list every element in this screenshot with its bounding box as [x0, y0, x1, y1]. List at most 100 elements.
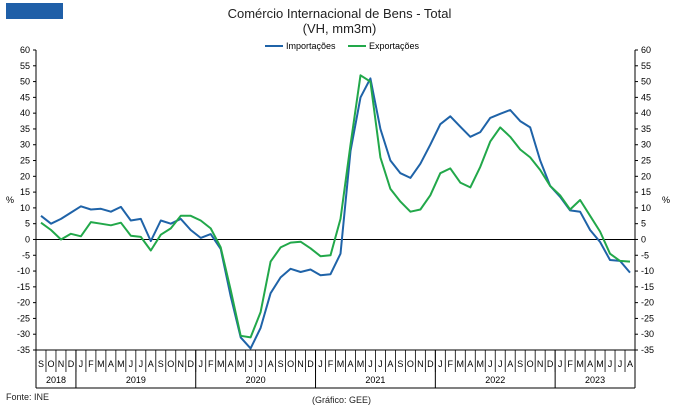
month-label: J [318, 359, 323, 369]
month-label: D [427, 359, 434, 369]
month-label: A [627, 359, 633, 369]
month-label: F [88, 359, 94, 369]
legend-label: Exportações [369, 41, 420, 51]
month-label: J [248, 359, 253, 369]
y-axis-label-right: % [662, 195, 670, 205]
logo-block-1 [6, 3, 25, 19]
y-tick-label-right: 40 [641, 108, 651, 118]
month-label: M [477, 359, 485, 369]
y-tick-label-left: 5 [25, 219, 30, 229]
month-label: S [278, 359, 284, 369]
series-line-importacoes [40, 77, 631, 350]
y-tick-label-right: -30 [641, 329, 654, 339]
y-tick-label-left: 60 [20, 45, 30, 55]
y-tick-label-right: 10 [641, 203, 651, 213]
y-tick-label-left: 55 [20, 61, 30, 71]
year-label: 2021 [365, 375, 385, 385]
y-tick-label-right: 45 [641, 92, 651, 102]
month-label: D [68, 359, 75, 369]
y-tick-label-right: 55 [641, 61, 651, 71]
month-label: M [596, 359, 604, 369]
series-line-exportacoes [40, 74, 631, 339]
y-tick-label-left: -10 [17, 266, 30, 276]
y-tick-label-left: -25 [17, 313, 30, 323]
month-label: F [448, 359, 454, 369]
month-label: S [397, 359, 403, 369]
y-tick-label-left: 35 [20, 124, 30, 134]
month-label: N [178, 359, 185, 369]
y-tick-label-left: -15 [17, 282, 30, 292]
month-label: A [467, 359, 473, 369]
month-label: F [567, 359, 573, 369]
month-label: S [38, 359, 44, 369]
year-label: 2018 [46, 375, 66, 385]
month-label: N [58, 359, 65, 369]
y-tick-label-left: 10 [20, 203, 30, 213]
y-axis-label-left: % [6, 195, 14, 205]
month-label: N [417, 359, 424, 369]
y-tick-label-right: 25 [641, 156, 651, 166]
month-label: A [148, 359, 154, 369]
year-label: 2022 [485, 375, 505, 385]
month-label: M [337, 359, 345, 369]
month-label: N [297, 359, 304, 369]
month-label: O [287, 359, 294, 369]
y-tick-label-right: 50 [641, 77, 651, 87]
y-tick-label-left: -30 [17, 329, 30, 339]
month-label: D [547, 359, 554, 369]
source-note: Fonte: INE [6, 392, 50, 402]
y-tick-label-left: 30 [20, 140, 30, 150]
month-label: A [268, 359, 274, 369]
month-label: J [258, 359, 263, 369]
credit-note: (Gráfico: GEE) [312, 395, 372, 405]
month-label: M [237, 359, 245, 369]
month-label: J [618, 359, 623, 369]
month-label: S [517, 359, 523, 369]
y-tick-label-right: 5 [641, 219, 646, 229]
month-label: M [357, 359, 365, 369]
year-label: 2023 [585, 375, 605, 385]
y-tick-label-right: -20 [641, 298, 654, 308]
y-tick-label-right: -15 [641, 282, 654, 292]
month-label: S [158, 359, 164, 369]
month-label: A [587, 359, 593, 369]
month-label: J [368, 359, 373, 369]
y-tick-label-right: 0 [641, 234, 646, 244]
month-label: D [307, 359, 314, 369]
chart-subtitle: (VH, mm3m) [302, 21, 377, 36]
month-label: M [457, 359, 465, 369]
month-label: A [347, 359, 353, 369]
month-label: O [167, 359, 174, 369]
month-label: M [97, 359, 105, 369]
logo-block-3 [44, 3, 63, 19]
y-tick-label-right: -35 [641, 345, 654, 355]
y-tick-label-right: -25 [641, 313, 654, 323]
month-label: A [108, 359, 114, 369]
month-label: J [558, 359, 563, 369]
y-tick-label-right: -5 [641, 250, 649, 260]
y-tick-label-right: 15 [641, 187, 651, 197]
month-label: M [117, 359, 125, 369]
month-label: O [407, 359, 414, 369]
y-tick-label-left: 15 [20, 187, 30, 197]
month-label: J [498, 359, 503, 369]
month-label: J [488, 359, 493, 369]
month-label: D [187, 359, 194, 369]
y-tick-label-right: -10 [641, 266, 654, 276]
month-label: J [438, 359, 443, 369]
month-label: M [576, 359, 584, 369]
month-label: A [507, 359, 513, 369]
y-tick-label-left: 25 [20, 156, 30, 166]
y-tick-label-left: 20 [20, 171, 30, 181]
y-tick-label-right: 35 [641, 124, 651, 134]
month-label: J [198, 359, 203, 369]
year-label: 2019 [126, 375, 146, 385]
month-label: J [378, 359, 383, 369]
y-tick-label-right: 30 [641, 140, 651, 150]
month-label: F [328, 359, 334, 369]
month-label: A [387, 359, 393, 369]
month-label: J [129, 359, 134, 369]
y-tick-label-left: -35 [17, 345, 30, 355]
year-label: 2020 [246, 375, 266, 385]
